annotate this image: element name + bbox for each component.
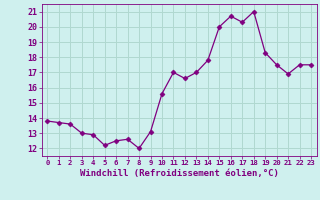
X-axis label: Windchill (Refroidissement éolien,°C): Windchill (Refroidissement éolien,°C) <box>80 169 279 178</box>
